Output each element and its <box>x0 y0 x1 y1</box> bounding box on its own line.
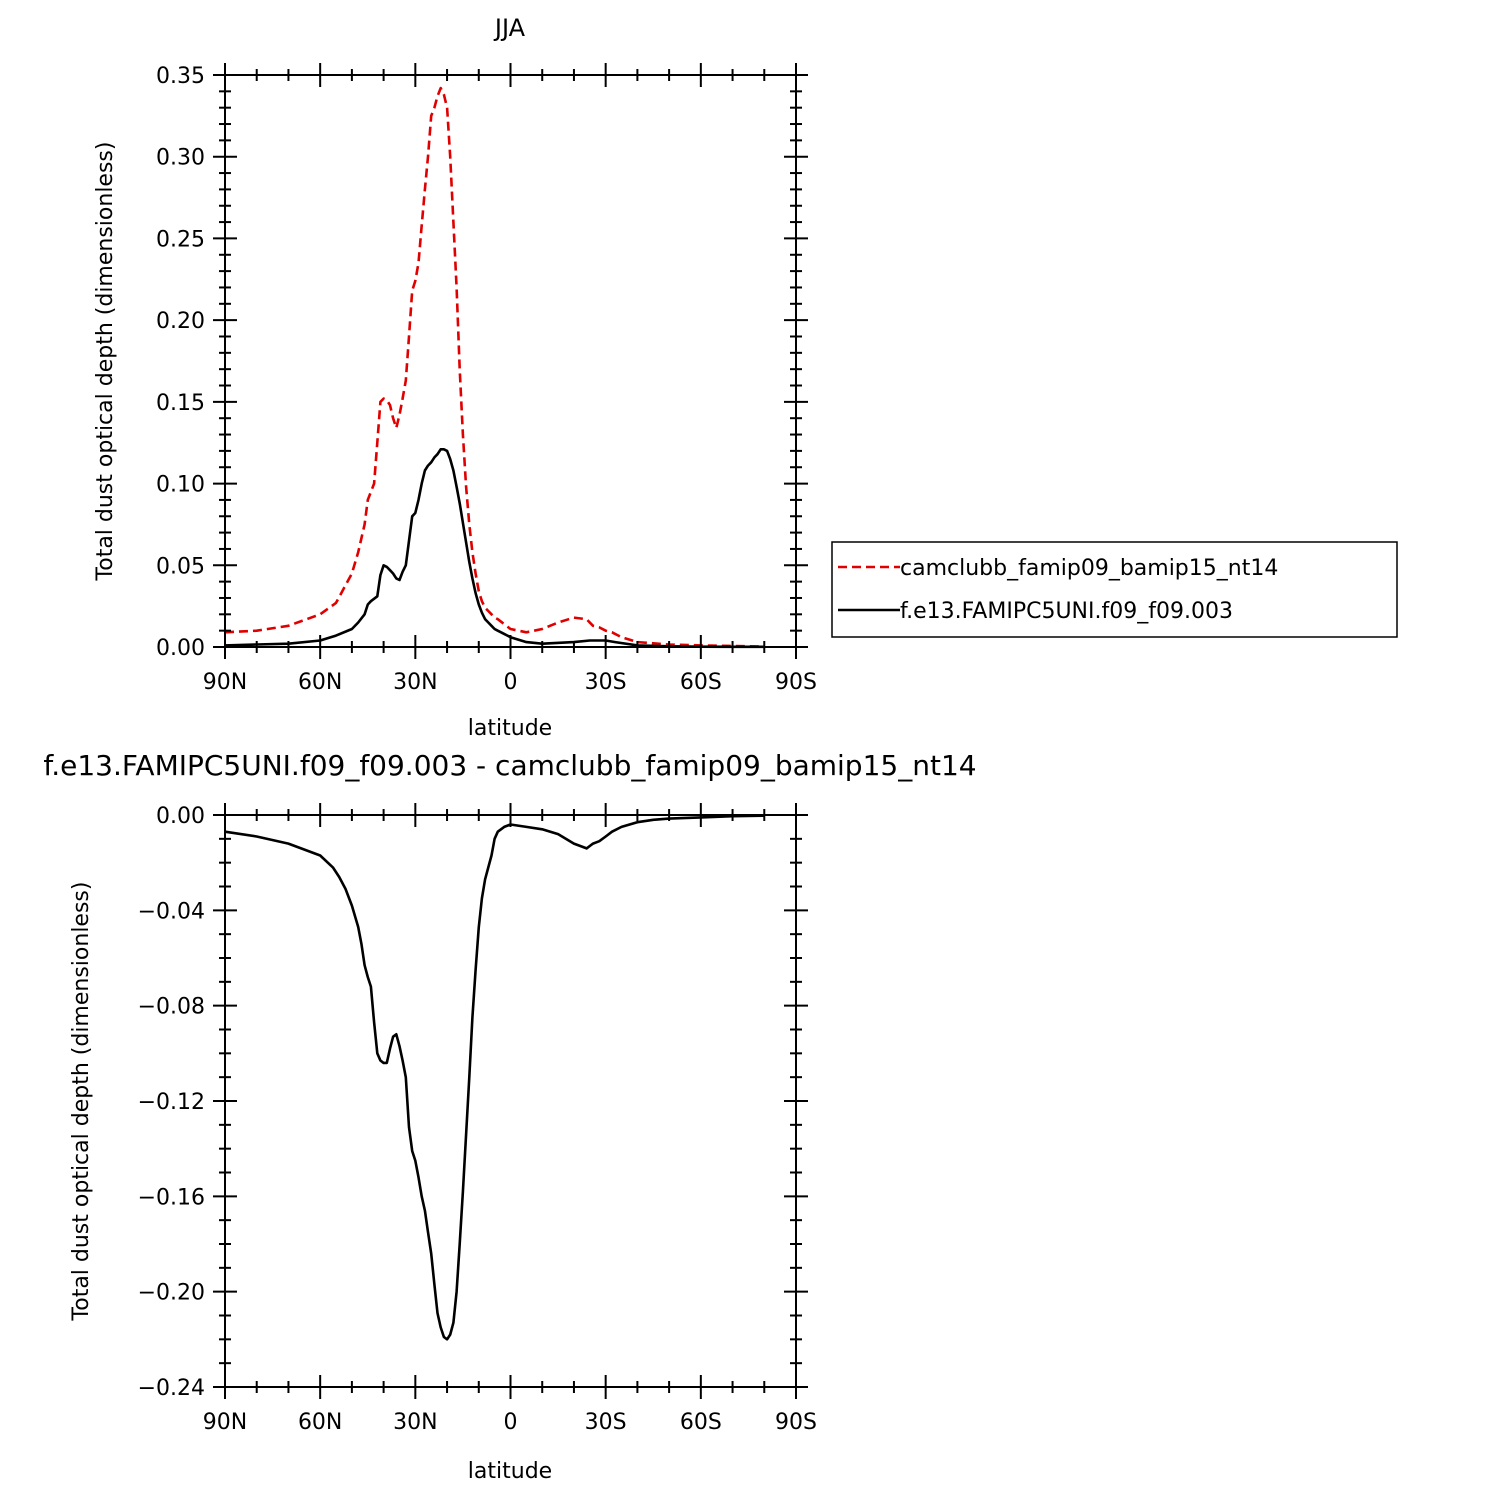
y-tick-label: 0.25 <box>156 227 205 252</box>
series-line-0-0 <box>224 86 765 648</box>
x-tick-label: 30S <box>585 1410 627 1435</box>
y-tick-label: 0.15 <box>156 391 205 416</box>
top-panel: JJA 90N 60N 30N 0 30S 60S 90S 0.00 0.05 0.10 0.15 0… <box>93 14 817 741</box>
legend: camclubb_famip09_bamip15_nt14 f.e13.FAMI… <box>831 541 1398 638</box>
series-line-1-0 <box>224 814 765 1341</box>
x-tick-label: 0 <box>504 670 518 695</box>
x-tick-label: 30N <box>393 670 437 695</box>
x-tick-label: 30N <box>393 1410 437 1435</box>
legend-label-camclubb: camclubb_famip09_bamip15_nt14 <box>900 556 1278 581</box>
y-tick-label: 0.30 <box>156 146 205 171</box>
top-panel-title: JJA <box>493 14 526 42</box>
bottom-series-layer <box>224 814 765 1341</box>
y-tick-label: 0.00 <box>156 804 205 829</box>
bottom-x-axis-label: latitude <box>468 1459 552 1484</box>
y-tick-label: −0.16 <box>138 1185 205 1210</box>
x-tick-label: 90N <box>203 1410 247 1435</box>
y-tick-label: 0.10 <box>156 473 205 498</box>
y-tick-label: −0.24 <box>138 1376 205 1401</box>
y-tick-label: −0.08 <box>138 995 205 1020</box>
x-tick-label: 60S <box>680 670 722 695</box>
x-tick-label: 60N <box>298 1410 342 1435</box>
top-axis-ticks: 90N 60N 30N 0 30S 60S 90S 0.00 0.05 0.10 0.15 0.20 0… <box>156 63 817 695</box>
bottom-y-axis-label: Total dust optical depth (dimensionless) <box>69 882 94 1322</box>
series-line-0-1 <box>224 447 765 649</box>
y-tick-label: 0.35 <box>156 64 205 89</box>
legend-label-fe13: f.e13.FAMIPC5UNI.f09_f09.003 <box>900 599 1233 624</box>
bottom-panel: f.e13.FAMIPC5UNI.f09_f09.003 - camclubb_… <box>43 749 976 1484</box>
y-tick-label: 0.20 <box>156 309 205 334</box>
bottom-axis-ticks: 90N 60N 30N 0 30S 60S 90S 0.00 −0.04 −0.08 −0.12 −0… <box>138 803 817 1435</box>
top-x-axis-label: latitude <box>468 716 552 741</box>
top-series-layer <box>224 86 765 649</box>
x-tick-label: 0 <box>504 1410 518 1435</box>
y-tick-label: −0.04 <box>138 899 205 924</box>
y-tick-label: −0.12 <box>138 1090 205 1115</box>
x-tick-label: 90S <box>775 670 817 695</box>
x-tick-label: 30S <box>585 670 627 695</box>
y-tick-label: 0.00 <box>156 636 205 661</box>
y-tick-label: −0.20 <box>138 1281 205 1306</box>
bottom-panel-title: f.e13.FAMIPC5UNI.f09_f09.003 - camclubb_… <box>43 749 976 782</box>
x-tick-label: 90N <box>203 670 247 695</box>
x-tick-label: 60S <box>680 1410 722 1435</box>
bottom-plot-frame <box>224 814 797 1388</box>
y-tick-label: 0.05 <box>156 554 205 579</box>
x-tick-label: 60N <box>298 670 342 695</box>
x-tick-label: 90S <box>775 1410 817 1435</box>
top-y-axis-label: Total dust optical depth (dimensionless) <box>93 142 118 582</box>
top-plot-frame <box>224 74 797 648</box>
legend-box <box>831 541 1398 638</box>
